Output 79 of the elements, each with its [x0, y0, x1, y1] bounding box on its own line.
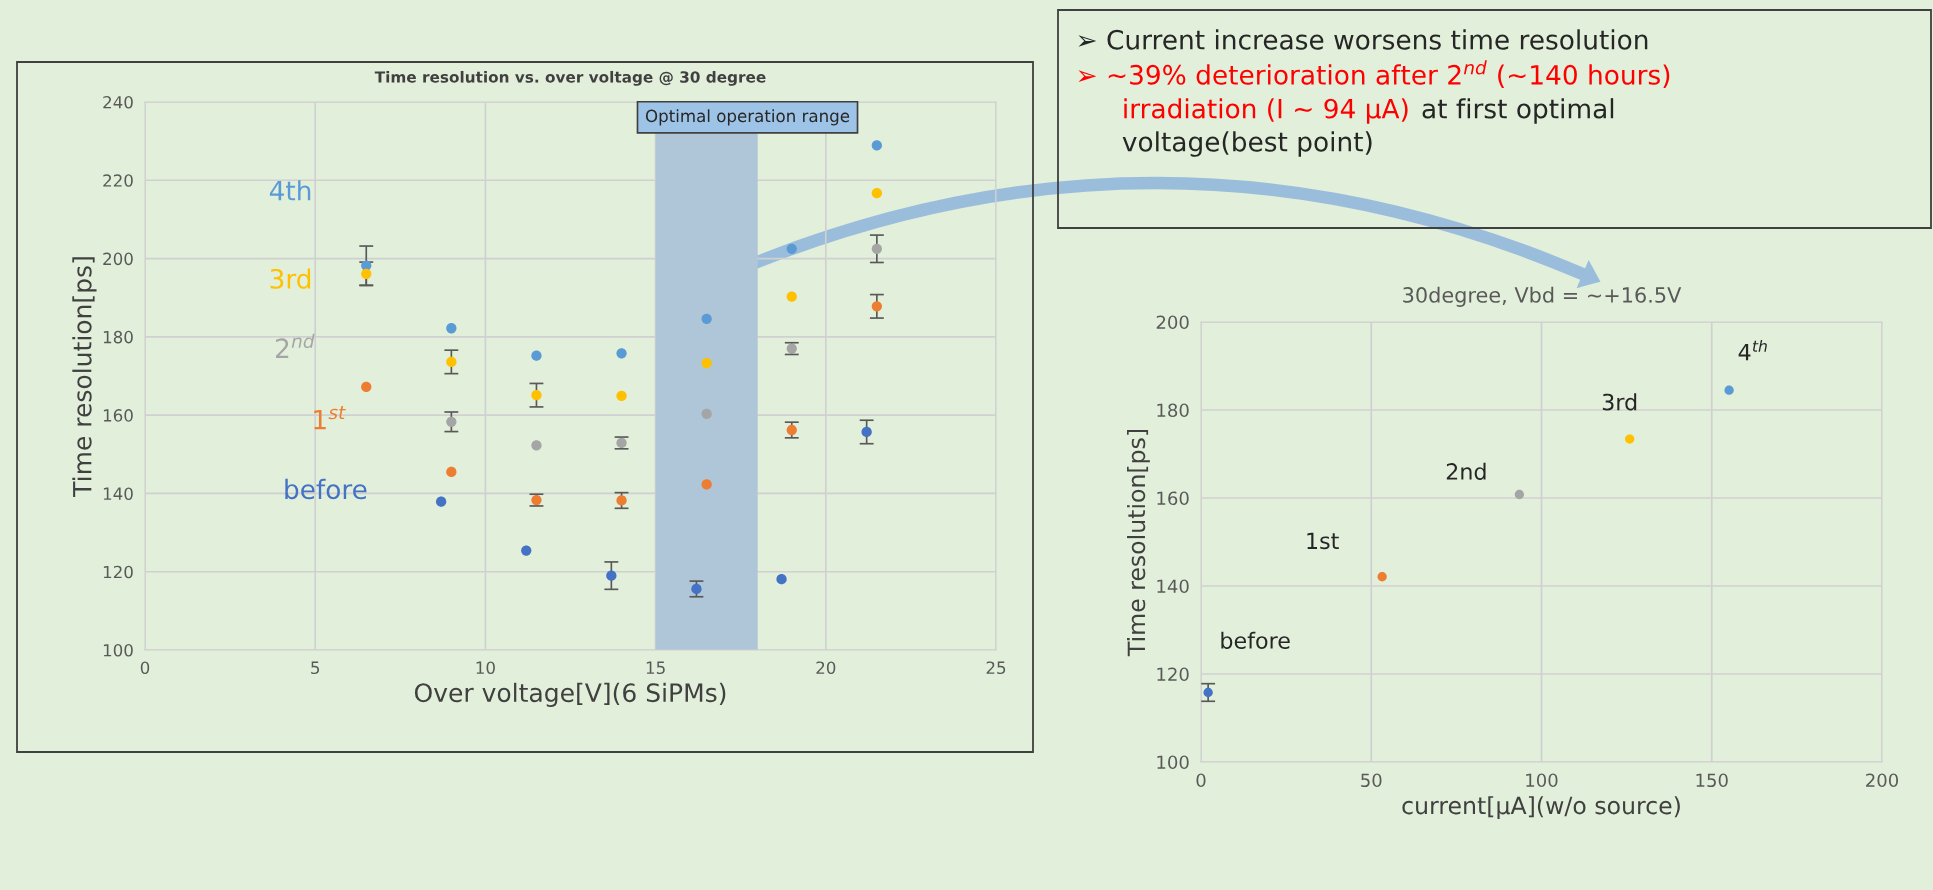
series-label: 1$^{st}$ [314, 406, 346, 430]
point [871, 243, 883, 254]
point [701, 408, 712, 420]
y-tick-label: 160 [103, 409, 133, 422]
point [436, 496, 447, 507]
x-tick-label: 0 [140, 661, 150, 675]
series-label: 3rd [1602, 393, 1637, 411]
point [776, 574, 787, 585]
x-tick-label: 150 [1696, 773, 1728, 788]
point [871, 301, 883, 312]
point [361, 268, 372, 279]
x-axis-title: Over voltage[V](6 SiPMs) [414, 682, 726, 707]
chart-title: 30degree, Vbd = ~+16.5V [1403, 286, 1682, 307]
point [446, 466, 457, 478]
point [1203, 687, 1213, 698]
y-tick-label: 120 [103, 565, 133, 579]
text: 2$^{nd}$ [275, 333, 315, 358]
point [786, 291, 797, 302]
y-tick-label: 200 [1156, 315, 1189, 330]
point [861, 426, 872, 438]
point [606, 570, 617, 581]
point [1514, 489, 1525, 500]
series-label: 3rd [270, 268, 311, 289]
series-label: before [1221, 631, 1290, 649]
text: ➢ ~39% deterioration after 2$^{nd}$ (~140 hours) [1078, 60, 1670, 88]
x-tick-label: 200 [1866, 773, 1899, 788]
y-tick-label: 100 [103, 643, 133, 657]
point [871, 188, 883, 199]
y-tick-label: 240 [103, 95, 133, 109]
series-label: 4$^{th}$ [1738, 339, 1767, 361]
point [1724, 385, 1734, 395]
y-tick-label: 100 [1157, 755, 1189, 770]
y-tick-label: 180 [1157, 403, 1189, 418]
y-tick-label: 200 [103, 252, 133, 266]
point [446, 356, 457, 368]
point [446, 416, 457, 427]
text: before [285, 478, 367, 500]
point [616, 348, 627, 359]
text: irradiation (I ~ 94 μA) [1124, 98, 1408, 124]
series-label: 2nd [1446, 462, 1486, 480]
text: 4th [269, 180, 311, 201]
point [701, 479, 712, 490]
x-tick-label: 15 [646, 661, 665, 675]
point [1625, 434, 1635, 444]
y-tick-label: 120 [1157, 667, 1189, 682]
point [446, 323, 457, 334]
point [531, 390, 542, 401]
x-tick-label: 10 [476, 661, 495, 675]
point [361, 381, 372, 393]
y-tick-label: 160 [1157, 491, 1189, 506]
x-tick-label: 20 [816, 661, 836, 675]
text: voltage(best point) [1122, 131, 1372, 157]
point [521, 545, 532, 556]
y-tick-label: 140 [1157, 579, 1189, 594]
y-tick-label: 180 [103, 330, 133, 344]
point [531, 350, 542, 361]
text: ➢ Current increase worsens time resolution [1078, 29, 1648, 50]
x-tick-label: 100 [1526, 773, 1558, 788]
x-tick-label: 50 [1361, 773, 1382, 788]
x-tick-label: 5 [311, 661, 320, 675]
point [1377, 572, 1387, 582]
x-tick-label: 0 [1196, 773, 1206, 788]
y-tick-label: 220 [103, 174, 133, 187]
text: 1st [1307, 532, 1339, 550]
band-label: Optimal operation range [645, 109, 850, 126]
point [701, 313, 712, 324]
point [616, 390, 627, 402]
point [786, 243, 797, 254]
chart-title: Time resolution vs. over voltage @ 30 degree [374, 70, 766, 86]
point [616, 495, 627, 506]
text: at first optimal [1422, 98, 1614, 124]
x-axis-title: current[μA](w/o source) [1402, 796, 1680, 819]
x-tick-label: 25 [986, 661, 1006, 675]
y-axis-title: Time resolution[ps] [1127, 429, 1150, 657]
point [701, 357, 712, 369]
y-axis-title: Time resolution[ps] [72, 257, 97, 497]
y-tick-label: 140 [103, 487, 133, 500]
point [531, 440, 542, 451]
point [871, 140, 883, 151]
